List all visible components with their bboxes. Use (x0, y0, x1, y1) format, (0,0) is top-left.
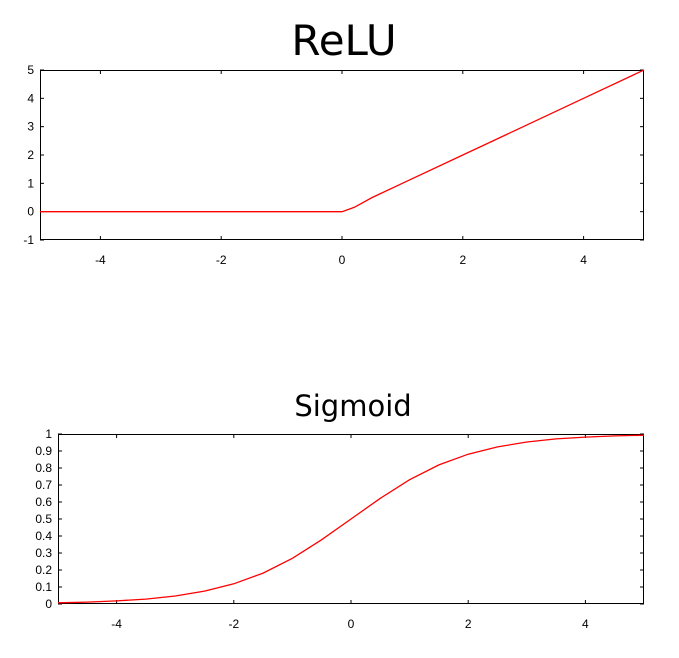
sigmoid-y-tick-label: 1 (45, 427, 52, 441)
sigmoid-y-tick-label: 0.1 (35, 580, 52, 594)
relu-x-tick-label: 2 (459, 253, 466, 267)
sigmoid-y-tick-label: 0.3 (35, 546, 52, 560)
sigmoid-x-tick-label: -4 (111, 617, 122, 631)
relu-y-tick-label: 1 (27, 176, 34, 190)
relu-x-tick-label: 4 (580, 253, 587, 267)
sigmoid-x-tick-label: 4 (582, 617, 589, 631)
sigmoid-y-tick-label: 0.2 (35, 563, 52, 577)
relu-y-tick-label: 0 (27, 205, 34, 219)
sigmoid-y-tick-label: 0.5 (35, 512, 52, 526)
sigmoid-y-tick-label: 0.7 (35, 478, 52, 492)
sigmoid-y-tick-label: 0.4 (35, 529, 52, 543)
relu-y-tick-label: 5 (27, 63, 34, 77)
relu-title: ReLU (291, 16, 396, 65)
relu-y-tick-label: 3 (27, 120, 34, 134)
sigmoid-x-tick-label: 0 (348, 617, 355, 631)
sigmoid-title: Sigmoid (294, 389, 411, 423)
relu-x-tick-label: -2 (216, 253, 227, 267)
sigmoid-y-tick-label: 0.6 (35, 495, 52, 509)
relu-plot-frame (40, 70, 644, 240)
sigmoid-y-tick-label: 0.9 (35, 444, 52, 458)
relu-series-line (40, 69, 645, 213)
sigmoid-x-tick-label: -2 (228, 617, 239, 631)
relu-x-tick-label: 0 (339, 253, 346, 267)
relu-y-tick-label: -1 (23, 233, 34, 247)
sigmoid-x-tick-label: 2 (465, 617, 472, 631)
sigmoid-y-tick-label: 0.8 (35, 461, 52, 475)
sigmoid-chart: Sigmoid -4 -2 0 2 4 0 0.1 0.2 0.3 0.4 0.5 0.6 0.7 0.8 0… (35, 389, 645, 631)
relu-chart: ReLU -4 -2 0 2 4 -1 0 1 2 3 4 5 (23, 16, 645, 267)
relu-y-tick-label: 2 (27, 148, 34, 162)
relu-x-tick-label: -4 (95, 253, 106, 267)
sigmoid-y-tick-label: 0 (45, 597, 52, 611)
sigmoid-series-line (57, 434, 645, 604)
relu-y-tick-label: 4 (27, 91, 34, 105)
